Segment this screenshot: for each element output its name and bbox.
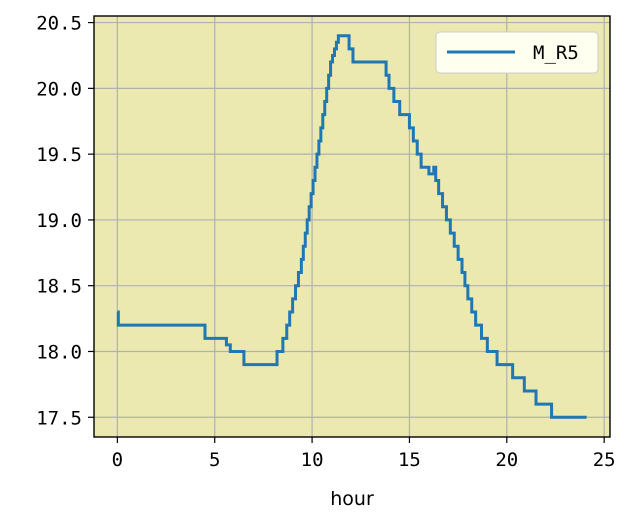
y-tick-label: 20.5 (36, 13, 82, 35)
series-line-m-r5 (116, 34, 587, 419)
x-tick-label: 15 (398, 449, 421, 471)
axis-ticks: 0 5 10 15 20 25 17.5 18.0 18.5 19.0 19.5 20.0 20.5 (36, 13, 615, 471)
grid-lines (94, 16, 610, 437)
y-tick-label: 18.0 (36, 341, 82, 363)
y-tick-label: 18.5 (36, 276, 82, 298)
x-tick-label: 20 (495, 449, 518, 471)
series-layer (116, 34, 587, 419)
x-tick-label: 10 (301, 449, 324, 471)
x-tick-label: 5 (209, 449, 220, 471)
plot-area (94, 16, 610, 437)
x-axis-label: hour (330, 488, 374, 510)
legend-box (435, 31, 599, 74)
y-tick-label: 19.0 (36, 210, 82, 232)
legend: M_R5 (435, 31, 599, 74)
y-tick-label: 20.0 (36, 78, 82, 100)
x-tick-label: 25 (593, 449, 616, 471)
y-tick-label: 19.5 (36, 144, 82, 166)
x-tick-label: 0 (112, 449, 123, 471)
legend-label: M_R5 (533, 42, 579, 64)
plot-frame (93, 15, 611, 438)
y-tick-label: 17.5 (36, 407, 82, 429)
